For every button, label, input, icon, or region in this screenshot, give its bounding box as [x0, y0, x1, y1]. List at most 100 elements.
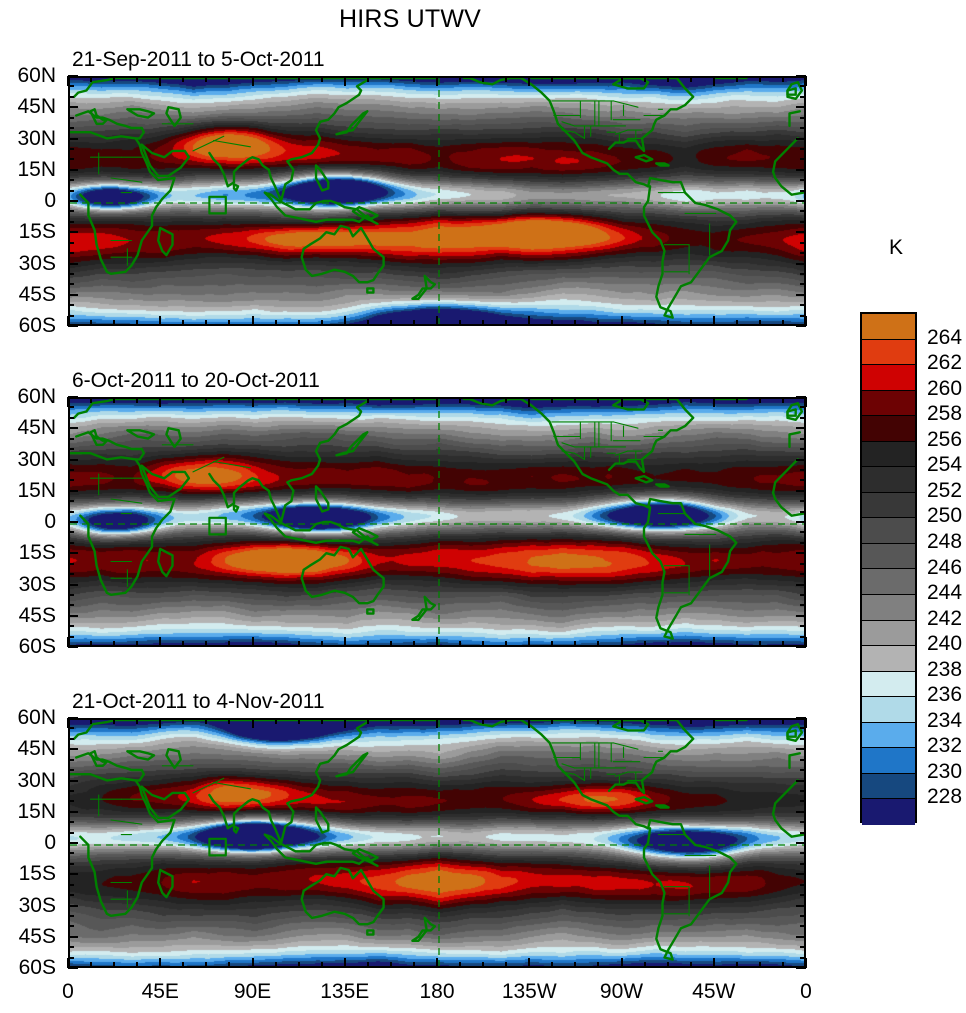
x-minor-tick: [482, 397, 485, 403]
y-minor-tick: [800, 956, 806, 959]
x-major-tick: [251, 958, 254, 968]
x-minor-tick: [90, 320, 93, 326]
y-tick-label-60N: 60N: [17, 385, 56, 408]
y-minor-tick: [800, 448, 806, 451]
y-minor-tick: [800, 562, 806, 565]
x-major-tick: [436, 958, 438, 968]
x-minor-tick: [113, 718, 116, 724]
y-tick-label-0: 0: [44, 510, 56, 533]
y-minor-tick: [800, 252, 806, 255]
colorbar[interactable]: [860, 312, 917, 825]
y-minor-tick: [68, 531, 74, 534]
y-tick-label-30N: 30N: [17, 768, 56, 792]
y-minor-tick: [68, 252, 74, 255]
x-minor-tick: [182, 320, 185, 326]
x-major-tick: [159, 718, 162, 728]
y-major-tick: [796, 614, 806, 617]
y-minor-tick: [68, 800, 74, 803]
y-major-tick: [796, 552, 806, 555]
y-tick-label-15N: 15N: [17, 799, 56, 823]
x-minor-tick: [366, 320, 369, 326]
y-major-tick: [68, 583, 78, 586]
utwv-field-3: [70, 720, 804, 966]
x-major-tick: [159, 316, 162, 326]
colorbar-band-11: [862, 595, 915, 621]
x-major-tick: [343, 76, 346, 86]
y-minor-tick: [68, 416, 74, 419]
colorbar-tick-236: 236: [927, 683, 963, 707]
y-tick-label-45S: 45S: [18, 924, 56, 948]
colorbar-tick-260: 260: [927, 376, 963, 400]
y-minor-tick: [800, 925, 806, 928]
x-minor-tick: [274, 641, 277, 647]
y-minor-tick: [68, 573, 74, 576]
y-minor-tick: [68, 925, 74, 928]
x-major-tick: [620, 958, 623, 968]
x-minor-tick: [320, 962, 323, 968]
y-major-tick: [796, 200, 806, 202]
y-minor-tick: [800, 220, 806, 223]
x-major-tick: [436, 76, 438, 86]
y-minor-tick: [68, 314, 74, 317]
y-minor-tick: [68, 831, 74, 834]
y-minor-tick: [68, 727, 74, 730]
y-tick-label-0: 0: [44, 189, 56, 212]
x-minor-tick: [666, 718, 669, 724]
x-minor-tick: [505, 962, 508, 968]
x-minor-tick: [90, 641, 93, 647]
y-major-tick: [68, 293, 78, 296]
x-minor-tick: [205, 962, 208, 968]
x-minor-tick: [113, 320, 116, 326]
x-minor-tick: [274, 397, 277, 403]
x-major-tick: [67, 958, 69, 968]
y-major-tick: [68, 458, 78, 461]
x-major-tick: [251, 637, 254, 647]
x-minor-tick: [482, 320, 485, 326]
map-plot-area-3[interactable]: [68, 718, 806, 968]
x-major-tick: [436, 316, 438, 326]
map-overlay-1: [70, 78, 804, 324]
x-minor-tick: [412, 320, 415, 326]
colorbar-band-12: [862, 620, 915, 647]
y-tick-label-45S: 45S: [18, 282, 56, 306]
y-minor-tick: [68, 593, 74, 596]
x-major-tick: [159, 76, 162, 86]
y-minor-tick: [800, 831, 806, 834]
y-major-tick: [796, 935, 806, 938]
x-minor-tick: [781, 397, 784, 403]
map-plot-area-2[interactable]: [68, 397, 806, 647]
x-minor-tick: [597, 397, 600, 403]
colorbar-band-7: [862, 492, 915, 519]
y-major-tick: [68, 106, 78, 109]
x-major-tick: [159, 637, 162, 647]
x-major-tick: [620, 316, 623, 326]
x-minor-tick: [574, 641, 577, 647]
y-major-tick: [796, 967, 806, 969]
colorbar-tick-238: 238: [927, 657, 963, 681]
y-tick-label-60S: 60S: [18, 635, 56, 658]
y-major-tick: [796, 231, 806, 234]
x-tick-label-45E: 45E: [141, 980, 179, 1003]
x-major-tick: [712, 718, 715, 728]
y-minor-tick: [800, 147, 806, 150]
y-minor-tick: [68, 541, 74, 544]
x-minor-tick: [205, 76, 208, 82]
y-minor-tick: [68, 946, 74, 949]
map-plot-area-1[interactable]: [68, 76, 806, 326]
y-tick-label-15S: 15S: [18, 541, 56, 565]
y-minor-tick: [800, 210, 806, 213]
y-minor-tick: [68, 500, 74, 503]
y-tick-label-0: 0: [44, 831, 56, 854]
x-minor-tick: [735, 76, 738, 82]
y-major-tick: [796, 137, 806, 140]
y-minor-tick: [800, 437, 806, 440]
x-major-tick: [712, 958, 715, 968]
y-minor-tick: [800, 727, 806, 730]
x-minor-tick: [758, 397, 761, 403]
y-minor-tick: [68, 127, 74, 130]
x-minor-tick: [735, 397, 738, 403]
x-minor-tick: [90, 962, 93, 968]
x-minor-tick: [182, 76, 185, 82]
x-minor-tick: [689, 76, 692, 82]
x-minor-tick: [781, 962, 784, 968]
